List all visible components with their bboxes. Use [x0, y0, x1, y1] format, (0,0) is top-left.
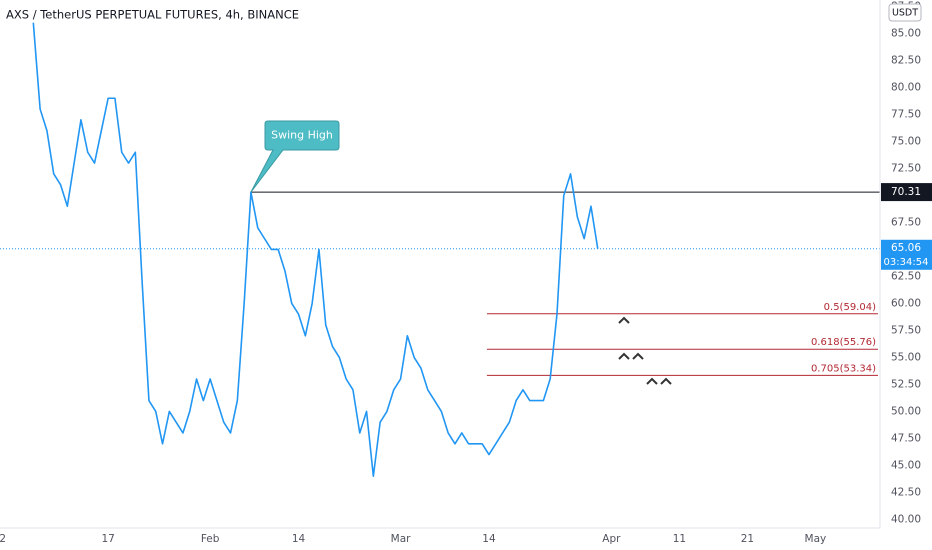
y-tick-label: 52.50 — [891, 378, 921, 390]
callout: Swing High — [250, 120, 340, 193]
x-tick-label: Apr — [602, 533, 621, 545]
price-line-badge-text: 70.31 — [891, 186, 921, 198]
y-tick-label: 67.50 — [891, 216, 921, 228]
y-tick-label: 80.00 — [891, 81, 921, 93]
x-tick-label: Mar — [391, 533, 411, 545]
y-tick-label: 42.50 — [891, 486, 921, 498]
y-tick-label: 47.50 — [891, 432, 921, 444]
fib-label: 0.618(55.76) — [811, 337, 876, 348]
callout-text: Swing High — [271, 129, 333, 142]
caret — [660, 377, 672, 385]
fib-label: 0.705(53.34) — [811, 363, 876, 374]
x-tick-label: 22 — [0, 533, 6, 545]
plot: 0.5(59.04) 0.618(55.76) 0.705(53.34) Swing … — [0, 22, 880, 477]
x-tick-label: 17 — [101, 533, 114, 545]
y-tick-label: 45.00 — [891, 459, 921, 471]
last-price-badge-text: 65.06 — [891, 242, 921, 254]
x-tick-label: 14 — [292, 533, 306, 545]
y-tick-label: 75.00 — [891, 135, 921, 147]
x-tick-label: 11 — [673, 533, 686, 545]
callout-box — [250, 120, 340, 193]
y-tick-label: 50.00 — [891, 405, 921, 417]
fib-label: 0.5(59.04) — [824, 302, 876, 313]
y-tick-label: 82.50 — [891, 54, 921, 66]
y-tick-label: 40.00 — [891, 513, 921, 525]
price-line-series — [32, 22, 599, 477]
countdown: 03:34:54 — [884, 257, 929, 268]
y-tick-label: 60.00 — [891, 297, 921, 309]
caret — [618, 316, 630, 324]
y-tick-label: 57.50 — [891, 324, 921, 336]
y-tick-label: 55.00 — [891, 351, 921, 363]
chart-title: AXS / TetherUS PERPETUAL FUTURES, 4h, BI… — [6, 8, 299, 22]
y-tick-label: 77.50 — [891, 108, 921, 120]
y-tick-label: 72.50 — [891, 162, 921, 174]
price-line-badge — [881, 183, 932, 202]
last-price-badge — [881, 239, 932, 270]
y-tick-label: 85.00 — [891, 27, 921, 39]
x-tick-label: Feb — [201, 533, 220, 545]
currency-label: USDT — [892, 8, 918, 19]
currency-badge — [888, 3, 922, 22]
x-tick-label: May — [805, 533, 827, 545]
x-tick-label: 21 — [741, 533, 754, 545]
x-tick-label: 14 — [482, 533, 496, 545]
y-tick-label: 62.50 — [891, 270, 921, 282]
caret — [618, 352, 630, 360]
carets — [618, 316, 672, 385]
caret — [646, 377, 658, 385]
caret — [632, 352, 644, 360]
